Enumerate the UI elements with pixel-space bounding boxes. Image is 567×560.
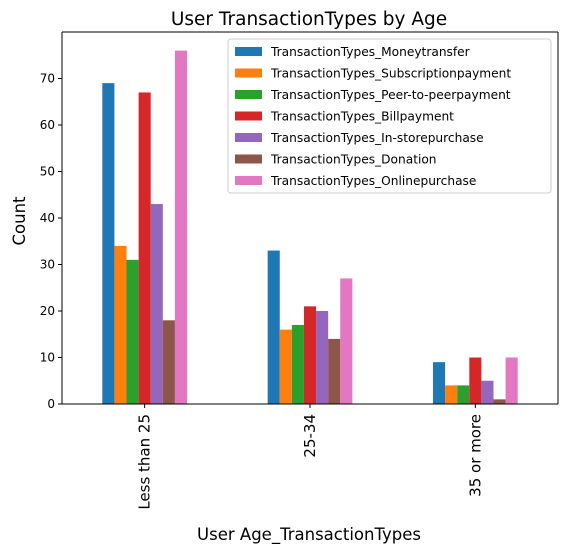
- bar-transactiontypes-in-storepurchase-2: [481, 380, 494, 404]
- legend-swatch: [235, 47, 262, 56]
- legend-swatch: [235, 154, 262, 164]
- legend-swatch: [235, 68, 262, 78]
- legend-swatch: [235, 133, 262, 142]
- y-tick-label: 70: [40, 72, 55, 86]
- bar-transactiontypes-peer-to-peerpayment-0: [126, 259, 139, 404]
- x-tick-label: 35 or more: [466, 414, 484, 497]
- bar-transactiontypes-billpayment-0: [138, 92, 151, 404]
- bar-transactiontypes-moneytransfer-1: [267, 250, 280, 404]
- x-tick-label: 25-34: [301, 414, 319, 458]
- bar-transactiontypes-in-storepurchase-0: [150, 204, 163, 404]
- bar-transactiontypes-onlinepurchase-0: [174, 50, 188, 404]
- plot-area: 0 10 20 30 40 50 60 70 Less than 25 25-34 35 or mo…: [40, 31, 559, 510]
- bar-transactiontypes-billpayment-1: [303, 306, 317, 404]
- x-tick-label: Less than 25: [136, 414, 154, 510]
- legend-label: TransactionTypes_Peer-to-peerpayment: [270, 88, 511, 102]
- bar-transactiontypes-in-storepurchase-1: [316, 311, 329, 404]
- bar-transactiontypes-donation-2: [493, 399, 506, 404]
- y-tick-label: 0: [47, 397, 55, 411]
- legend-label: TransactionTypes_Moneytransfer: [270, 45, 471, 59]
- bar-transactiontypes-moneytransfer-0: [102, 83, 115, 405]
- bar-transactiontypes-onlinepurchase-2: [505, 357, 518, 404]
- x-axis-label: User Age_TransactionTypes: [197, 525, 421, 545]
- y-tick-label: 60: [40, 118, 55, 132]
- legend: TransactionTypes_Moneytransfer Transactio…: [227, 38, 552, 194]
- legend-frame: [227, 38, 552, 194]
- y-tick-label: 30: [40, 258, 55, 272]
- bar-transactiontypes-onlinepurchase-1: [340, 278, 353, 404]
- legend-label: TransactionTypes_Onlinepurchase: [270, 174, 476, 188]
- bar-transactiontypes-moneytransfer-2: [432, 362, 446, 404]
- y-tick-label: 50: [40, 165, 55, 179]
- bar-transactiontypes-billpayment-2: [469, 357, 482, 404]
- legend-swatch: [235, 111, 262, 121]
- y-tick-label: 40: [40, 211, 55, 225]
- bar-transactiontypes-subscriptionpayment-0: [114, 245, 127, 404]
- bar-transactiontypes-donation-0: [162, 320, 175, 404]
- legend-swatch: [235, 90, 262, 99]
- y-tick-label: 20: [40, 304, 55, 318]
- bar-transactiontypes-subscriptionpayment-1: [279, 329, 292, 404]
- chart-title: User TransactionTypes by Age: [171, 9, 447, 30]
- legend-label: TransactionTypes_Subscriptionpayment: [270, 67, 511, 81]
- bar-transactiontypes-subscriptionpayment-2: [445, 385, 458, 404]
- bar-transactiontypes-donation-1: [328, 338, 341, 404]
- bar-transactiontypes-peer-to-peerpayment-1: [291, 324, 304, 404]
- legend-swatch: [235, 176, 262, 185]
- y-tick-label: 10: [40, 351, 55, 365]
- legend-label: TransactionTypes_In-storepurchase: [270, 131, 484, 145]
- y-axis-label: Count: [10, 196, 29, 246]
- legend-label: TransactionTypes_Donation: [270, 153, 437, 167]
- legend-label: TransactionTypes_Billpayment: [270, 110, 454, 124]
- bar-transactiontypes-peer-to-peerpayment-2: [457, 385, 470, 404]
